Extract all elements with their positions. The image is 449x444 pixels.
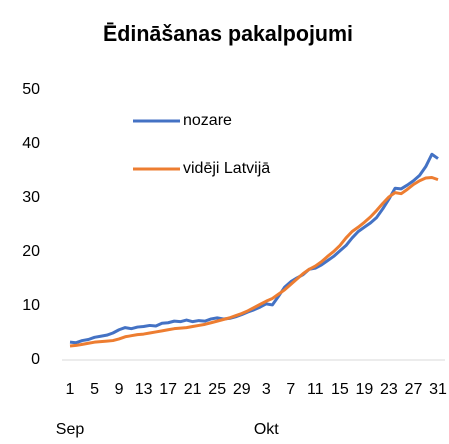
legend-label: nozare [183, 112, 232, 129]
y-tick-label: 10 [22, 297, 40, 314]
x-group-label: Sep [56, 421, 85, 438]
x-tick-label: 17 [159, 381, 177, 398]
y-tick-label: 30 [22, 189, 40, 206]
legend-label: vidēji Latvijā [183, 160, 270, 177]
x-tick-label: 3 [262, 381, 271, 398]
x-tick-label: 9 [115, 381, 124, 398]
x-tick-label: 7 [286, 381, 295, 398]
x-tick-label: 29 [233, 381, 251, 398]
x-tick-label: 5 [90, 381, 99, 398]
x-group-label: Okt [254, 421, 279, 438]
x-tick-label: 15 [331, 381, 349, 398]
y-tick-label: 0 [31, 351, 40, 368]
x-tick-label: 27 [405, 381, 423, 398]
y-tick-label: 40 [22, 135, 40, 152]
x-tick-label: 31 [429, 381, 447, 398]
x-tick-label: 1 [66, 381, 75, 398]
x-tick-label: 13 [135, 381, 153, 398]
chart-title: Ēdināšanas pakalpojumi [103, 21, 353, 46]
x-tick-label: 23 [380, 381, 398, 398]
x-tick-label: 21 [184, 381, 202, 398]
y-tick-label: 50 [22, 81, 40, 98]
y-tick-label: 20 [22, 243, 40, 260]
line-series [69, 152, 439, 345]
line-series [69, 175, 439, 348]
x-tick-label: 25 [208, 381, 226, 398]
x-tick-label: 11 [307, 381, 324, 398]
x-tick-label: 19 [356, 381, 374, 398]
